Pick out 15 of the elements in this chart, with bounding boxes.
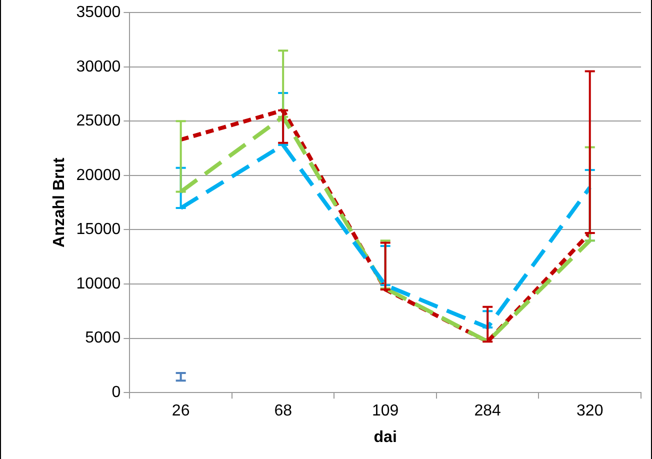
y-tick-label: 10000 bbox=[76, 275, 121, 292]
x-tick-label: 109 bbox=[372, 402, 399, 420]
x-tick-label: 68 bbox=[274, 402, 292, 420]
y-tick-label: 30000 bbox=[76, 58, 121, 76]
y-tick-label: 35000 bbox=[76, 4, 121, 22]
y-tick-label: 0 bbox=[112, 384, 121, 402]
y-tick-label: 20000 bbox=[76, 166, 121, 184]
x-axis-title: dai bbox=[374, 428, 397, 446]
x-tick-label: 320 bbox=[576, 402, 604, 420]
y-tick-label: 15000 bbox=[76, 221, 121, 238]
y-tick-label: 25000 bbox=[76, 112, 121, 130]
y-axis-title: Anzahl Brut bbox=[51, 157, 68, 248]
y-tick-label: 5000 bbox=[85, 330, 121, 347]
x-tick-label: 284 bbox=[474, 402, 502, 420]
x-tick-label: 26 bbox=[172, 402, 190, 420]
